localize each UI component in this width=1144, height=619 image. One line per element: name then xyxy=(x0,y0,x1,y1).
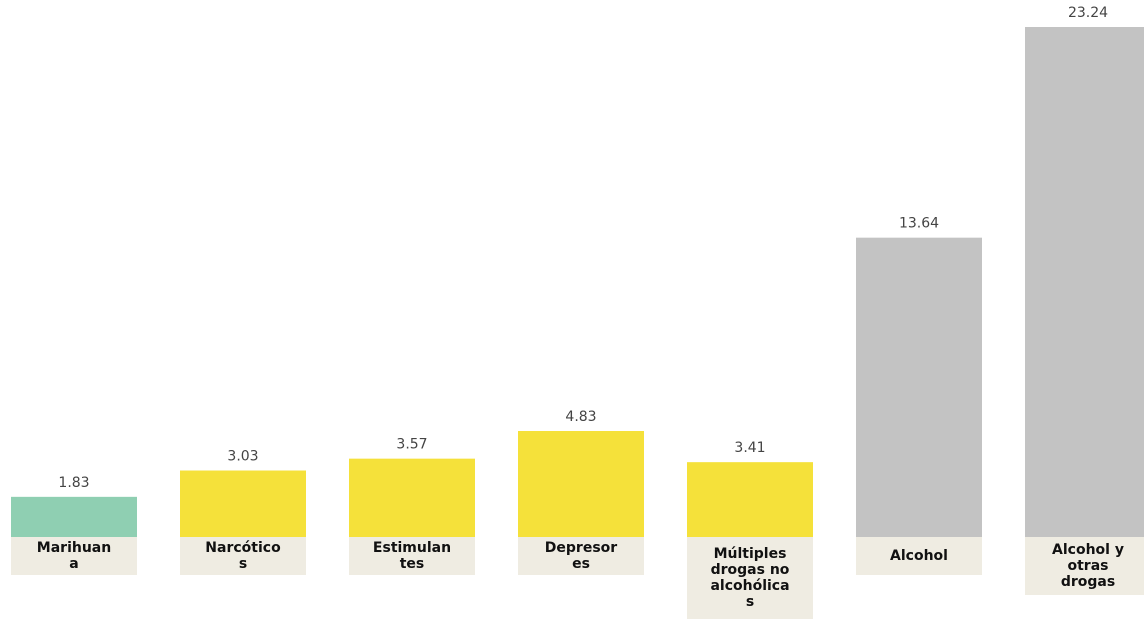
category-label: Alcohol xyxy=(856,537,982,575)
bar-value-label: 3.57 xyxy=(396,437,427,453)
category-label: Narcótico s xyxy=(180,537,306,575)
bar-value-label: 1.83 xyxy=(58,475,89,491)
bar-6 xyxy=(1025,27,1144,537)
category-label: Marihuan a xyxy=(11,537,137,575)
category-label: Estimulan tes xyxy=(349,537,475,575)
category-label: Depresor es xyxy=(518,537,644,575)
bar-value-label: 3.41 xyxy=(734,440,765,456)
bar-value-label: 13.64 xyxy=(899,216,939,232)
bar-value-label: 4.83 xyxy=(565,409,596,425)
bar-1 xyxy=(180,470,306,537)
bar-2 xyxy=(349,458,475,537)
bar-0 xyxy=(11,496,137,537)
bar-5 xyxy=(856,237,982,537)
bar-4 xyxy=(687,462,813,537)
bar-value-label: 23.24 xyxy=(1068,5,1108,21)
bar-value-label: 3.03 xyxy=(227,449,258,465)
bar-3 xyxy=(518,431,644,537)
category-label: Múltiples drogas no alcohólica s xyxy=(687,537,813,619)
category-label: Alcohol y otras drogas xyxy=(1025,537,1144,595)
